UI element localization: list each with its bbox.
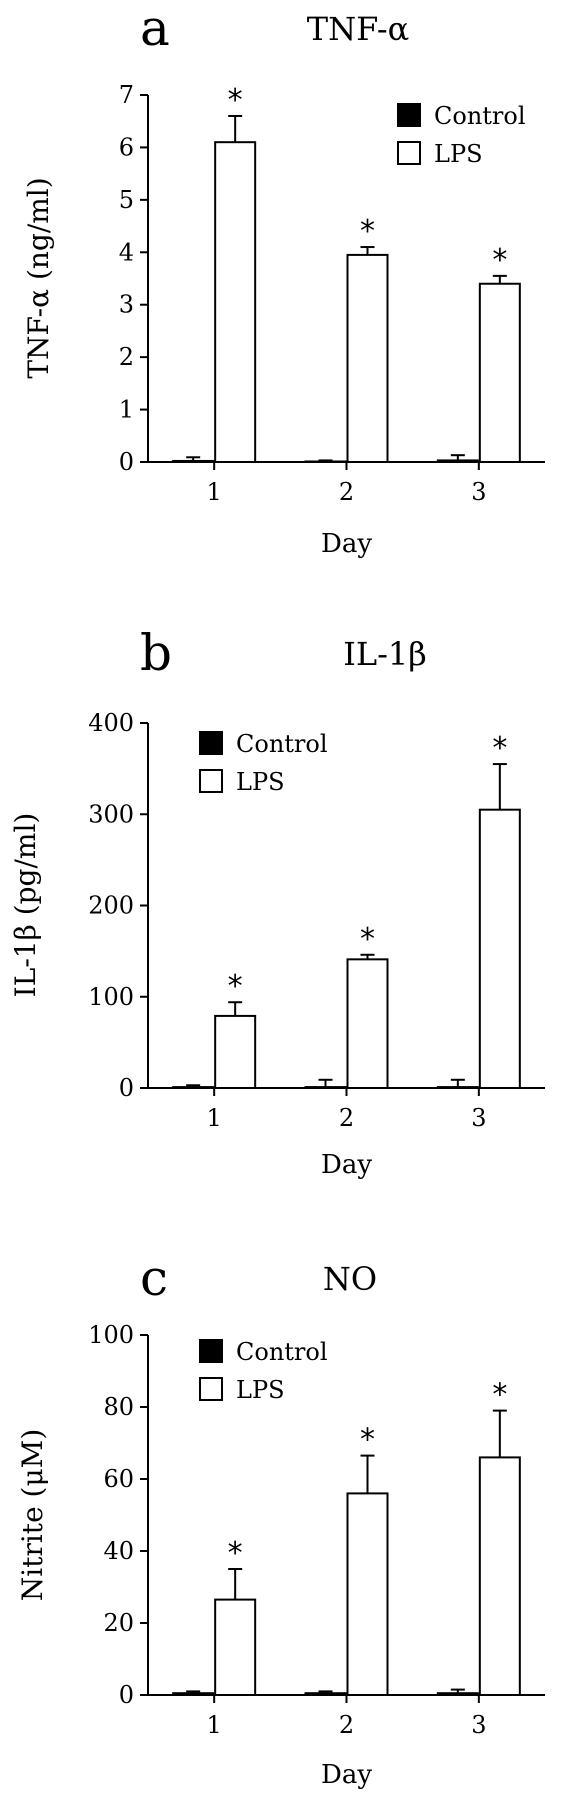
significance-marker: * xyxy=(228,969,243,1004)
chart-title: NO xyxy=(323,1260,377,1298)
y-tick-label: 20 xyxy=(103,1609,134,1637)
legend-swatch-lps xyxy=(397,141,421,165)
y-tick-label: 5 xyxy=(119,186,134,214)
legend-swatch-control xyxy=(199,731,223,755)
panel-letter: b xyxy=(140,624,172,682)
significance-marker: * xyxy=(492,1378,507,1413)
bar-control-day-2 xyxy=(304,1692,347,1696)
y-tick-label: 300 xyxy=(88,800,134,828)
bar-lps-day-1 xyxy=(214,1014,257,1089)
legend-swatch-control xyxy=(199,1339,223,1363)
legend: Control LPS xyxy=(199,1338,328,1404)
x-axis-label: Day xyxy=(321,1760,372,1790)
legend-swatch-lps xyxy=(199,769,223,793)
x-tick-label: 2 xyxy=(339,1711,354,1739)
bar-lps-day-2 xyxy=(346,958,389,1090)
x-tick-label: 3 xyxy=(471,1711,486,1739)
x-axis-label: Day xyxy=(321,1150,372,1180)
legend-label-lps: LPS xyxy=(236,1376,285,1404)
y-axis-label: Nitrite (μM) xyxy=(16,1429,49,1601)
chart-panel-c: c NO 0 20 40 60 80 100 Nitrite (μM) 1 * 2 * 3 * Day Cont… xyxy=(16,1249,545,1790)
y-tick-label: 40 xyxy=(103,1537,134,1565)
bar-lps-day-1 xyxy=(214,141,257,464)
x-tick-label: 1 xyxy=(207,1711,222,1739)
legend-label-control: Control xyxy=(236,1338,328,1366)
significance-marker: * xyxy=(492,731,507,766)
y-tick-label: 60 xyxy=(103,1465,134,1493)
panel-letter: c xyxy=(140,1249,168,1307)
x-tick-label: 1 xyxy=(207,478,222,506)
chart-panel-b: b IL-1β 0 100 200 300 400 IL-1β (pg/ml) 1 * 2 * 3 * Da… xyxy=(9,624,545,1180)
chart-title: IL-1β xyxy=(343,635,427,673)
y-tick-label: 4 xyxy=(119,238,134,266)
significance-marker: * xyxy=(492,243,507,278)
chart-panel-a: a TNF-α 0 1 2 3 4 5 6 7 TNF-α (ng/ml) 1 * 2 * 3 * Day Cont… xyxy=(22,0,545,559)
y-axis-label: TNF-α (ng/ml) xyxy=(22,177,55,378)
y-tick-label: 400 xyxy=(88,709,134,737)
bar-lps-day-3 xyxy=(478,808,521,1089)
y-tick-label: 2 xyxy=(119,343,134,371)
bar-control-day-1 xyxy=(172,1692,215,1696)
x-tick-label: 2 xyxy=(339,478,354,506)
bar-control-day-1 xyxy=(172,459,215,463)
chart-title: TNF-α xyxy=(307,10,410,48)
panel-letter: a xyxy=(140,0,170,57)
significance-marker: * xyxy=(360,922,375,957)
y-axis-label: IL-1β (pg/ml) xyxy=(9,813,42,998)
significance-marker: * xyxy=(228,83,243,118)
significance-marker: * xyxy=(360,1423,375,1458)
y-tick-label: 7 xyxy=(119,81,134,109)
bar-control-day-1 xyxy=(172,1086,215,1090)
y-tick-label: 100 xyxy=(88,983,134,1011)
x-tick-label: 3 xyxy=(471,1104,486,1132)
legend-label-lps: LPS xyxy=(434,140,483,168)
bar-lps-day-1 xyxy=(214,1598,257,1696)
x-tick-label: 2 xyxy=(339,1104,354,1132)
y-tick-label: 1 xyxy=(119,396,134,424)
bar-control-day-3 xyxy=(436,459,479,464)
legend: Control LPS xyxy=(397,102,526,168)
y-tick-label: 100 xyxy=(88,1321,134,1349)
significance-marker: * xyxy=(360,214,375,249)
legend-label-lps: LPS xyxy=(236,768,285,796)
bar-lps-day-3 xyxy=(478,1456,521,1697)
y-tick-label: 200 xyxy=(88,892,134,920)
legend: Control LPS xyxy=(199,730,328,796)
significance-marker: * xyxy=(228,1536,243,1571)
legend-swatch-control xyxy=(397,103,421,127)
legend-label-control: Control xyxy=(236,730,328,758)
y-tick-label: 3 xyxy=(119,291,134,319)
y-tick-label: 0 xyxy=(119,1681,134,1709)
legend-swatch-lps xyxy=(199,1377,223,1401)
bar-control-day-2 xyxy=(304,1086,347,1090)
bar-control-day-3 xyxy=(436,1692,479,1696)
x-tick-label: 3 xyxy=(471,478,486,506)
legend-label-control: Control xyxy=(434,102,526,130)
y-tick-label: 80 xyxy=(103,1393,134,1421)
y-tick-label: 0 xyxy=(119,448,134,476)
bar-control-day-3 xyxy=(436,1086,479,1090)
bar-lps-day-2 xyxy=(346,1492,389,1697)
x-axis-label: Day xyxy=(321,529,372,559)
x-tick-label: 1 xyxy=(207,1104,222,1132)
bar-control-day-2 xyxy=(304,460,347,463)
bar-lps-day-2 xyxy=(346,253,389,463)
y-tick-label: 6 xyxy=(119,133,134,161)
y-tick-label: 0 xyxy=(119,1074,134,1102)
bar-lps-day-3 xyxy=(478,282,521,463)
